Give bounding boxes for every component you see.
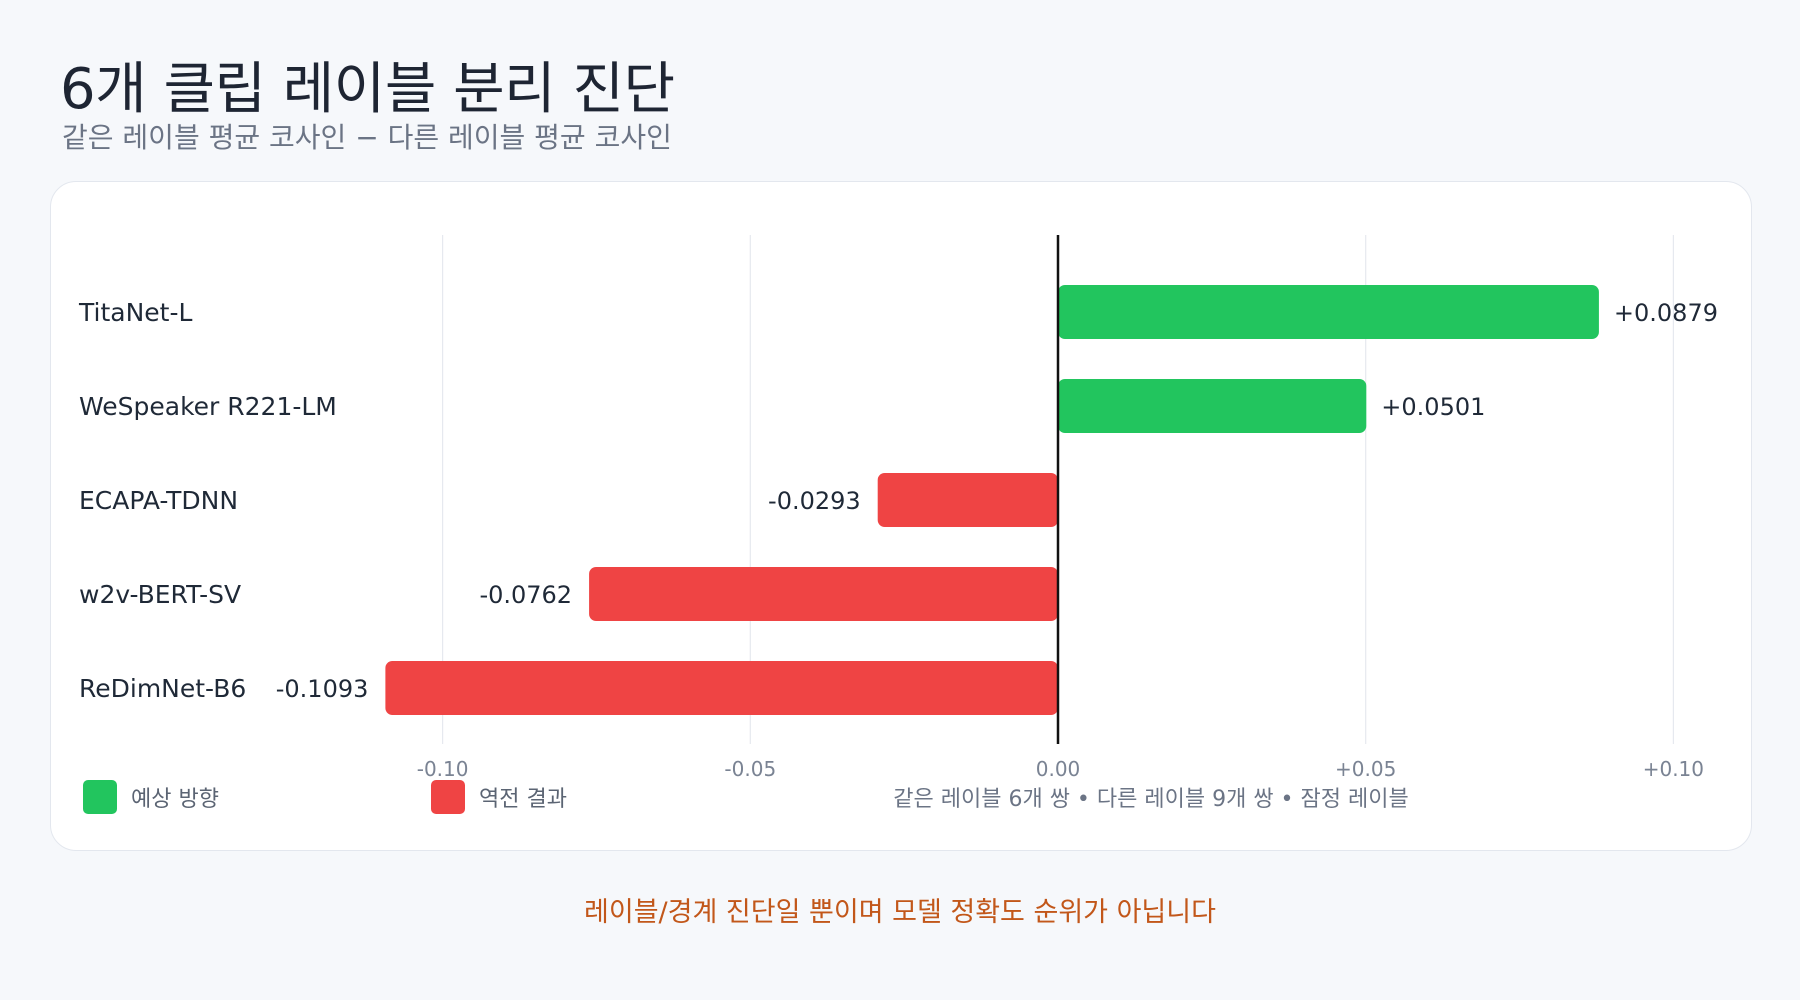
bar-chart: -0.10 -0.05 0.00 +0.05 +0.10 TitaNet-L +0.0879…: [78, 235, 1718, 814]
bar-negative: [877, 473, 1058, 527]
legend-swatch: [83, 780, 117, 814]
x-tick-label: +0.10: [1643, 757, 1704, 781]
category-label: WeSpeaker R221-LM: [79, 392, 337, 421]
bar-positive: [1058, 285, 1599, 339]
category-label: ECAPA-TDNN: [79, 486, 238, 515]
legend-label: 역전 결과: [479, 787, 567, 812]
x-tick-label: -0.05: [724, 757, 776, 781]
value-label: -0.1093: [276, 675, 369, 703]
x-tick-label: -0.10: [417, 757, 469, 781]
category-label: TitaNet-L: [78, 298, 192, 327]
disclaimer-note: 레이블/경계 진단일 뿐이며 모델 정확도 순위가 아닙니다: [584, 897, 1216, 928]
sample-note: 같은 레이블 6개 쌍 • 다른 레이블 9개 쌍 • 잠정 레이블: [893, 787, 1408, 812]
chart-card: -0.10 -0.05 0.00 +0.05 +0.10 TitaNet-L +0.0879…: [50, 181, 1752, 851]
value-label: +0.0501: [1381, 393, 1485, 421]
x-tick-label: 0.00: [1036, 757, 1081, 781]
category-label: w2v-BERT-SV: [79, 580, 241, 609]
bar-positive: [1058, 379, 1367, 433]
bar-negative: [385, 661, 1058, 715]
chart-subtitle: 같은 레이블 평균 코사인 − 다른 레이블 평균 코사인: [62, 121, 672, 154]
bar-negative: [589, 567, 1058, 621]
legend-label: 예상 방향: [131, 787, 219, 812]
value-label: -0.0762: [479, 581, 572, 609]
value-label: -0.0293: [768, 487, 861, 515]
chart-title: 6개 클립 레이블 분리 진단: [60, 57, 675, 122]
value-label: +0.0879: [1614, 299, 1718, 327]
x-tick-label: +0.05: [1335, 757, 1396, 781]
legend-swatch: [431, 780, 465, 814]
category-label: ReDimNet-B6: [79, 674, 246, 703]
